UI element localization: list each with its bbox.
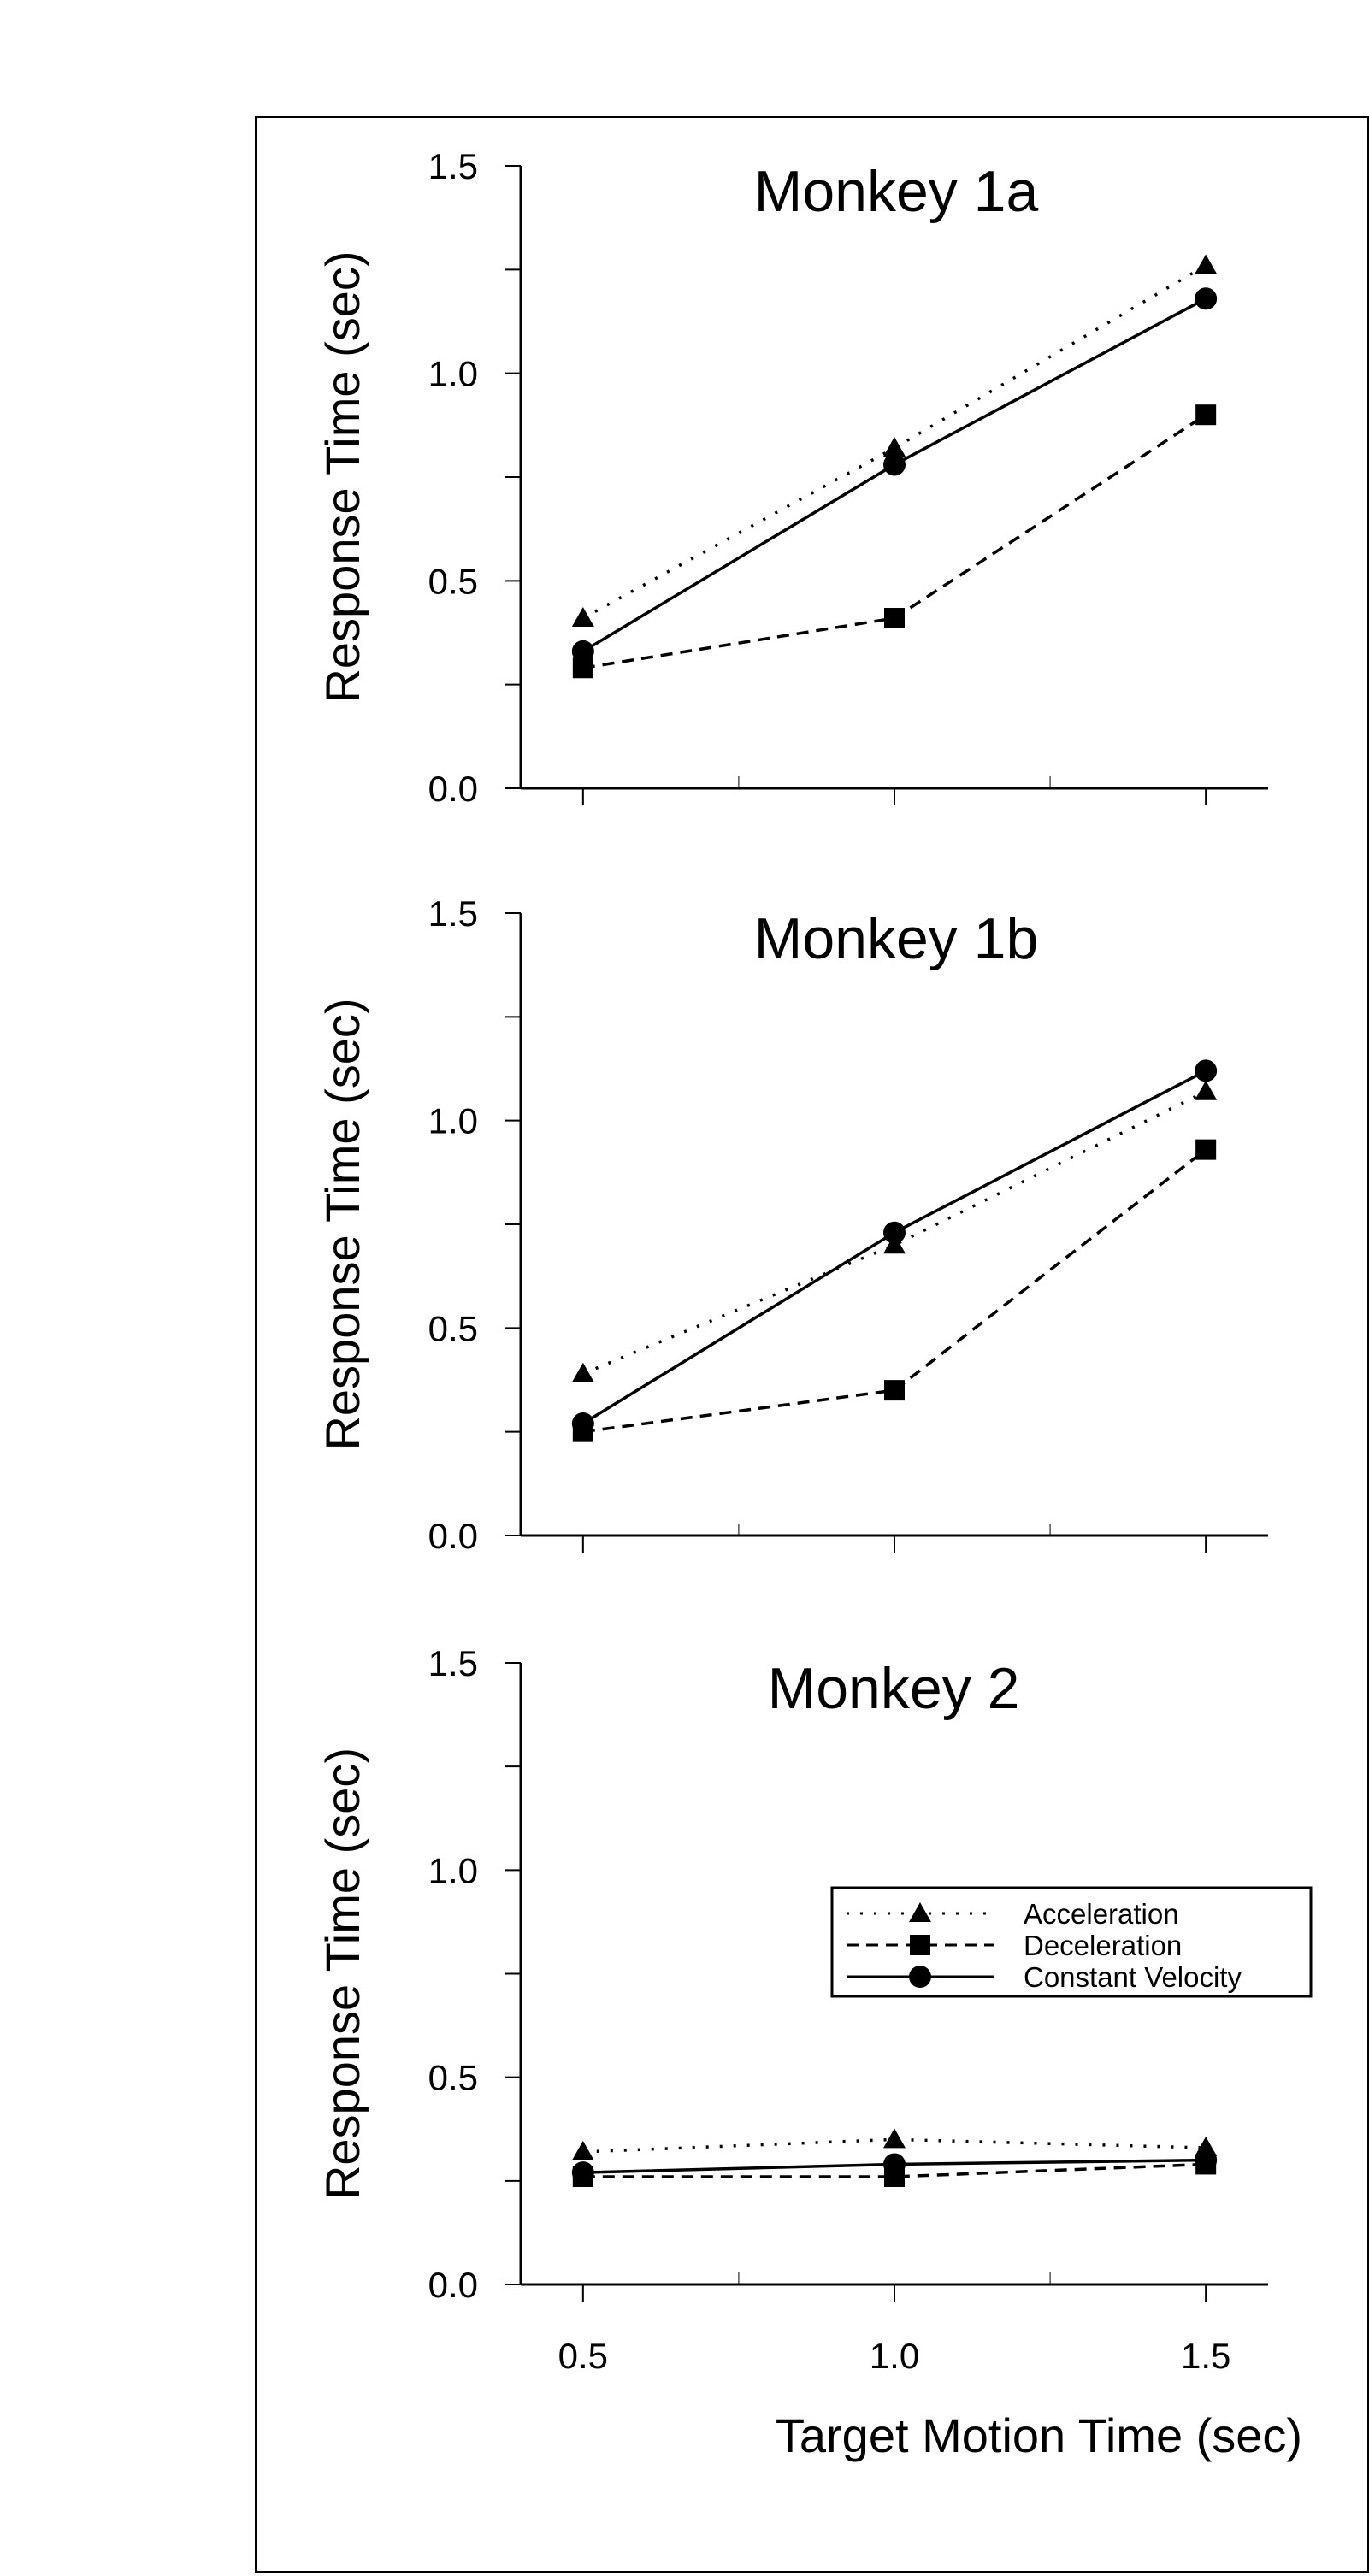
data-point-deceleration — [1195, 404, 1217, 426]
data-point-acceleration — [571, 607, 594, 628]
y-tick-label: 1.5 — [428, 1643, 478, 1683]
y-tick-label: 0.5 — [428, 2058, 478, 2098]
panel-3: 0.0 0.5 1.0 1.5 0.5 1.0 1.5 Response Time (sec)… — [316, 1643, 1268, 2376]
data-point-deceleration — [884, 608, 905, 629]
y-tick-label: 0.5 — [428, 1308, 478, 1348]
data-point-acceleration — [571, 1362, 594, 1382]
panel-2: 0.0 0.5 1.0 1.5 Response Time (sec) Monkey 1b — [316, 893, 1268, 1556]
data-point-deceleration — [1195, 1139, 1217, 1160]
legend-marker-deceleration — [910, 1935, 930, 1955]
y-tick-label: 1.5 — [428, 146, 478, 186]
y-axis-title: Response Time (sec) — [316, 998, 369, 1450]
data-point-constant-velocity — [1195, 2149, 1218, 2172]
panel-title: Monkey 1b — [754, 906, 1039, 971]
series-constant-velocity — [571, 287, 1218, 663]
legend-marker-acceleration — [909, 1902, 931, 1922]
data-point-constant-velocity — [883, 453, 906, 476]
series-deceleration — [572, 404, 1217, 679]
data-point-constant-velocity — [571, 1412, 594, 1435]
legend-marker-constant-velocity — [909, 1966, 931, 1988]
x-axis-title: Target Motion Time (sec) — [776, 2408, 1302, 2462]
series-constant-velocity — [571, 1059, 1218, 1435]
data-point-constant-velocity — [1195, 287, 1218, 310]
y-tick-label: 1.0 — [428, 1101, 478, 1141]
panel-title: Monkey 2 — [768, 1656, 1020, 1721]
data-point-constant-velocity — [1195, 1059, 1218, 1082]
series-acceleration — [571, 1080, 1218, 1382]
y-axis-title: Response Time (sec) — [316, 251, 369, 703]
legend-label-deceleration: Deceleration — [1024, 1930, 1182, 1961]
y-tick-label: 1.0 — [428, 1850, 478, 1890]
data-point-acceleration — [883, 1234, 906, 1254]
series-line-deceleration — [582, 2162, 1207, 2178]
legend-label-acceleration: Acceleration — [1024, 1898, 1179, 1930]
data-point-constant-velocity — [883, 1221, 906, 1244]
data-point-acceleration — [883, 2128, 906, 2149]
panel-title: Monkey 1a — [754, 159, 1039, 224]
x-tick-label: 1.0 — [870, 2336, 919, 2376]
data-point-acceleration — [1195, 1080, 1218, 1100]
y-axis-title: Response Time (sec) — [316, 1748, 369, 2200]
data-point-deceleration — [884, 1380, 905, 1401]
figure-frame — [255, 116, 1369, 2573]
data-point-acceleration — [1195, 254, 1218, 274]
y-tick-label: 0.5 — [428, 561, 478, 601]
panels: 0.0 0.5 1.0 1.5 Response Time (sec) Monkey 1a… — [316, 146, 1268, 2376]
data-point-constant-velocity — [571, 2161, 594, 2184]
series-deceleration — [572, 1139, 1217, 1442]
data-point-constant-velocity — [571, 640, 594, 663]
x-tick-label: 0.5 — [558, 2336, 608, 2376]
series-line-deceleration — [582, 1148, 1207, 1434]
y-tick-label: 0.0 — [428, 769, 478, 809]
legend-label-constant-velocity: Constant Velocity — [1024, 1961, 1242, 1993]
series-constant-velocity — [571, 2149, 1218, 2184]
data-point-constant-velocity — [883, 2153, 906, 2176]
y-tick-label: 0.0 — [428, 2265, 478, 2305]
y-tick-label: 1.0 — [428, 354, 478, 394]
x-tick-label: 1.5 — [1181, 2336, 1230, 2376]
data-point-acceleration — [883, 437, 906, 457]
y-tick-label: 0.0 — [428, 1516, 478, 1556]
data-point-acceleration — [571, 2140, 594, 2160]
y-tick-label: 1.5 — [428, 893, 478, 934]
panel-1: 0.0 0.5 1.0 1.5 Response Time (sec) Monkey 1a — [316, 146, 1268, 809]
series-acceleration — [571, 254, 1218, 628]
